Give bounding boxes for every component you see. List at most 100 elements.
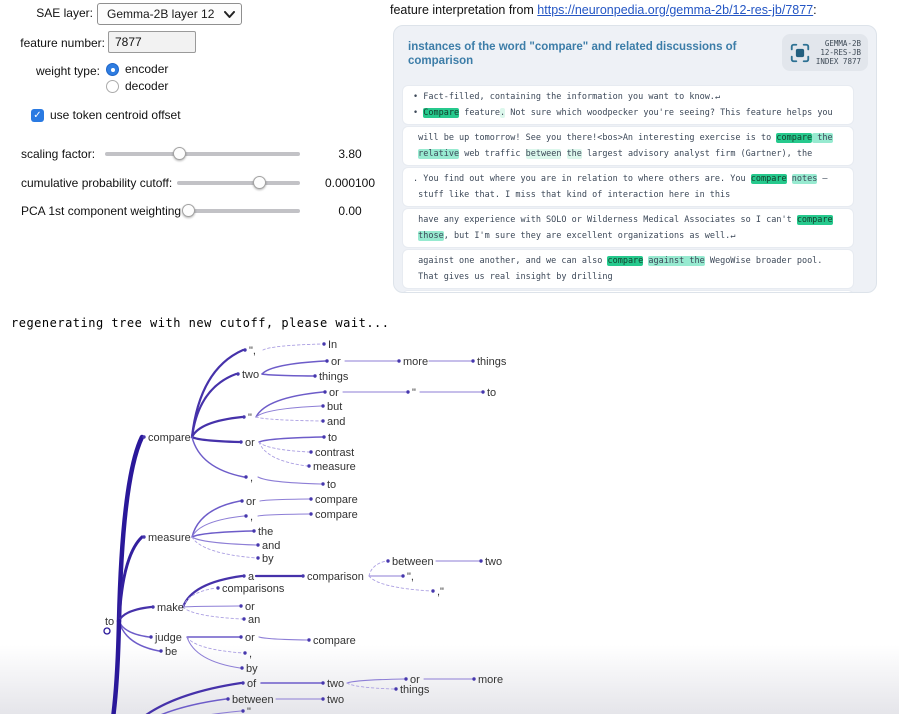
snippet-line: will be up tomorrow! See you there!<bos>… — [413, 133, 833, 143]
tree-edge — [262, 343, 323, 351]
status-text: regenerating tree with new cutoff, pleas… — [11, 316, 390, 330]
tree-root-ring — [103, 627, 111, 635]
tree-node-dot — [471, 359, 475, 363]
cumulative-cutoff-value: 0.000100 — [324, 176, 376, 190]
tree-node-dot — [325, 359, 329, 363]
tree-edge — [118, 620, 150, 638]
tree-edge — [258, 441, 310, 453]
tree-node-label: measure — [148, 532, 191, 544]
tree-node-dot — [240, 666, 244, 670]
tree-node-label: measure — [313, 461, 356, 473]
tree-node-dot — [242, 617, 246, 621]
pca-weighting-value: 0.00 — [338, 204, 362, 218]
tree-node-label: the — [258, 526, 273, 538]
tree-node-label: between — [392, 556, 434, 568]
tree-node-label: compare — [315, 494, 358, 506]
snippet-line: That gives us real insight by drilling — [413, 272, 613, 282]
tree-node-label: an — [248, 614, 260, 626]
tree-edge — [257, 476, 322, 485]
tree-edge — [118, 620, 160, 652]
tree-node-label: between — [232, 694, 274, 706]
tree-edge — [258, 636, 308, 641]
neuronpedia-link[interactable]: https://neuronpedia.org/gemma-2b/12-res-… — [537, 3, 814, 17]
tree-node-dot — [256, 543, 260, 547]
tree-node-label: " — [248, 412, 252, 424]
tree-edge — [191, 436, 245, 478]
tree-node-label: ", — [407, 571, 414, 583]
tree-node-dot — [313, 374, 317, 378]
snippet-row: have any experience with SOLO or Wildern… — [402, 208, 854, 248]
tree-node-label: " — [247, 706, 251, 714]
tree-node-label: or — [331, 356, 341, 368]
tree-node-dot — [309, 512, 313, 516]
snippet-line: those, but I'm sure they are excellent o… — [418, 231, 736, 241]
radio-encoder[interactable] — [106, 63, 119, 76]
cumulative-cutoff-slider[interactable] — [177, 176, 300, 189]
tree-edge — [190, 415, 244, 439]
tree-node-label: two — [327, 694, 344, 706]
radio-dot — [110, 67, 115, 72]
scaling-factor-slider[interactable] — [105, 147, 300, 160]
tree-node-dot — [404, 677, 408, 681]
tree-node-dot — [159, 649, 163, 653]
tree-node-dot — [241, 681, 245, 685]
scaling-factor-label: scaling factor: — [21, 147, 96, 161]
tree-edge — [261, 360, 326, 375]
pca-weighting-slider[interactable] — [181, 204, 300, 217]
tree-edge — [346, 682, 395, 690]
feature-title: instances of the word "compare" and rela… — [408, 41, 737, 67]
tree-edge — [161, 698, 227, 714]
snippet-line: stuff like that. I miss that kind of int… — [413, 190, 731, 200]
slider-handle[interactable] — [253, 176, 267, 189]
tree-node-label: to — [328, 432, 337, 444]
tree-edge — [117, 535, 144, 623]
cumulative-cutoff-label: cumulative probability cutoff: — [21, 176, 173, 190]
tree-edge — [258, 441, 308, 467]
tree-node-label: compare — [313, 635, 356, 647]
tree-node-label: compare — [315, 509, 358, 521]
tree-node-dot — [321, 697, 325, 701]
tree-node-label: more — [403, 356, 428, 368]
slider-handle[interactable] — [181, 204, 195, 217]
tree-edge — [186, 636, 244, 654]
feature-number-input[interactable] — [108, 31, 196, 53]
tree-node-label: a — [248, 571, 255, 583]
tree-node-dot — [242, 415, 246, 419]
sae-layer-label: SAE layer: — [36, 6, 93, 20]
tree-node-label: , — [249, 648, 252, 660]
tree-node-dot — [236, 372, 240, 376]
tree-node-label: two — [327, 678, 344, 690]
tree-node-label: by — [262, 553, 274, 565]
tree-edge — [255, 391, 324, 418]
tree-node-dot — [243, 348, 247, 352]
tree-node-dot — [149, 635, 153, 639]
tree-node-label: to — [327, 479, 336, 491]
sae-layer-select[interactable]: Gemma-2B layer 12 — [97, 3, 242, 25]
radio-decoder[interactable] — [106, 80, 119, 93]
snippet-line: • Fact-filled, containing the informatio… — [413, 92, 721, 102]
centroid-offset-checkbox[interactable]: ✓ — [31, 109, 44, 122]
tree-edge — [182, 606, 243, 620]
snippet-list: • Fact-filled, containing the informatio… — [402, 85, 854, 292]
tree-node-label: or — [246, 496, 256, 508]
feature-frame-icon — [790, 43, 810, 62]
snippet-row: against one another, and we can also com… — [402, 249, 854, 289]
snippet-row: will be up tomorrow! See you there!<bos>… — [402, 126, 854, 166]
tree-node-label: two — [242, 369, 259, 381]
tree-node-dot — [243, 651, 247, 655]
tree-node-label: or — [245, 437, 255, 449]
tree-edge — [186, 636, 241, 669]
tree-edge — [368, 560, 387, 577]
slider-handle[interactable] — [173, 147, 187, 160]
tree-node-dot — [241, 709, 245, 713]
interpretation-header: feature interpretation from https://neur… — [390, 3, 817, 17]
tree-node-label: ," — [437, 586, 444, 598]
tree-node-label: things — [477, 356, 507, 368]
radio-decoder-label: decoder — [125, 79, 169, 93]
badge-model: GEMMA-2B — [824, 39, 861, 48]
tree-node-dot — [321, 482, 325, 486]
tree-edge — [255, 405, 322, 418]
tree-node-label: comparisons — [222, 583, 285, 595]
check-icon: ✓ — [33, 110, 42, 121]
